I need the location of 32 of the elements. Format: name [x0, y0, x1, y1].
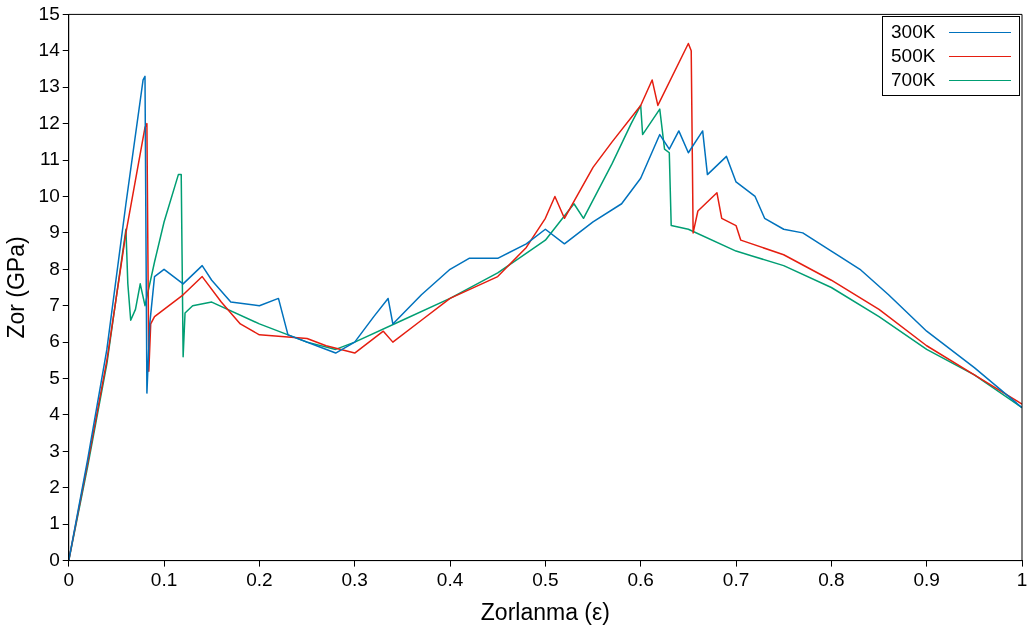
y-tick-label: 11: [40, 148, 60, 170]
y-tick-label: 10: [38, 184, 60, 206]
y-tick-label: 2: [49, 476, 60, 498]
x-axis-title: Zorlanma (ε): [480, 598, 610, 625]
y-tick-label: 8: [49, 257, 60, 279]
legend-label: 700K: [891, 69, 936, 92]
y-tick-label: 3: [49, 439, 60, 461]
y-tick-label: 0: [49, 548, 60, 570]
x-tick-label: 0.7: [722, 569, 750, 591]
y-tick-label: 13: [38, 75, 60, 97]
y-tick-label: 5: [49, 366, 60, 388]
y-tick-label: 6: [49, 330, 60, 352]
x-tick-label: 0: [63, 569, 75, 591]
y-tick-label: 9: [49, 221, 60, 243]
x-tick-label: 0.3: [341, 569, 368, 591]
x-tick-label: 0.9: [913, 569, 940, 591]
y-axis-title: Zor (GPa): [3, 236, 30, 339]
y-tick-label: 14: [38, 39, 61, 61]
x-tick-label: 0.6: [627, 569, 654, 591]
x-tick-label: 0.8: [818, 569, 845, 591]
y-tick-label: 15: [38, 2, 60, 24]
x-tick-label: 0.4: [436, 569, 464, 591]
y-tick-label: 12: [38, 111, 60, 133]
x-tick-label: 1: [1016, 569, 1028, 591]
x-tick-label: 0.1: [150, 569, 178, 591]
y-tick-label: 4: [49, 403, 61, 425]
x-tick-label: 0.2: [246, 569, 273, 591]
legend-label: 300K: [891, 21, 936, 44]
x-tick-label: 0.5: [532, 569, 559, 591]
y-tick-label: 7: [49, 293, 60, 315]
y-tick-label: 1: [49, 512, 60, 534]
legend-label: 500K: [891, 45, 936, 68]
